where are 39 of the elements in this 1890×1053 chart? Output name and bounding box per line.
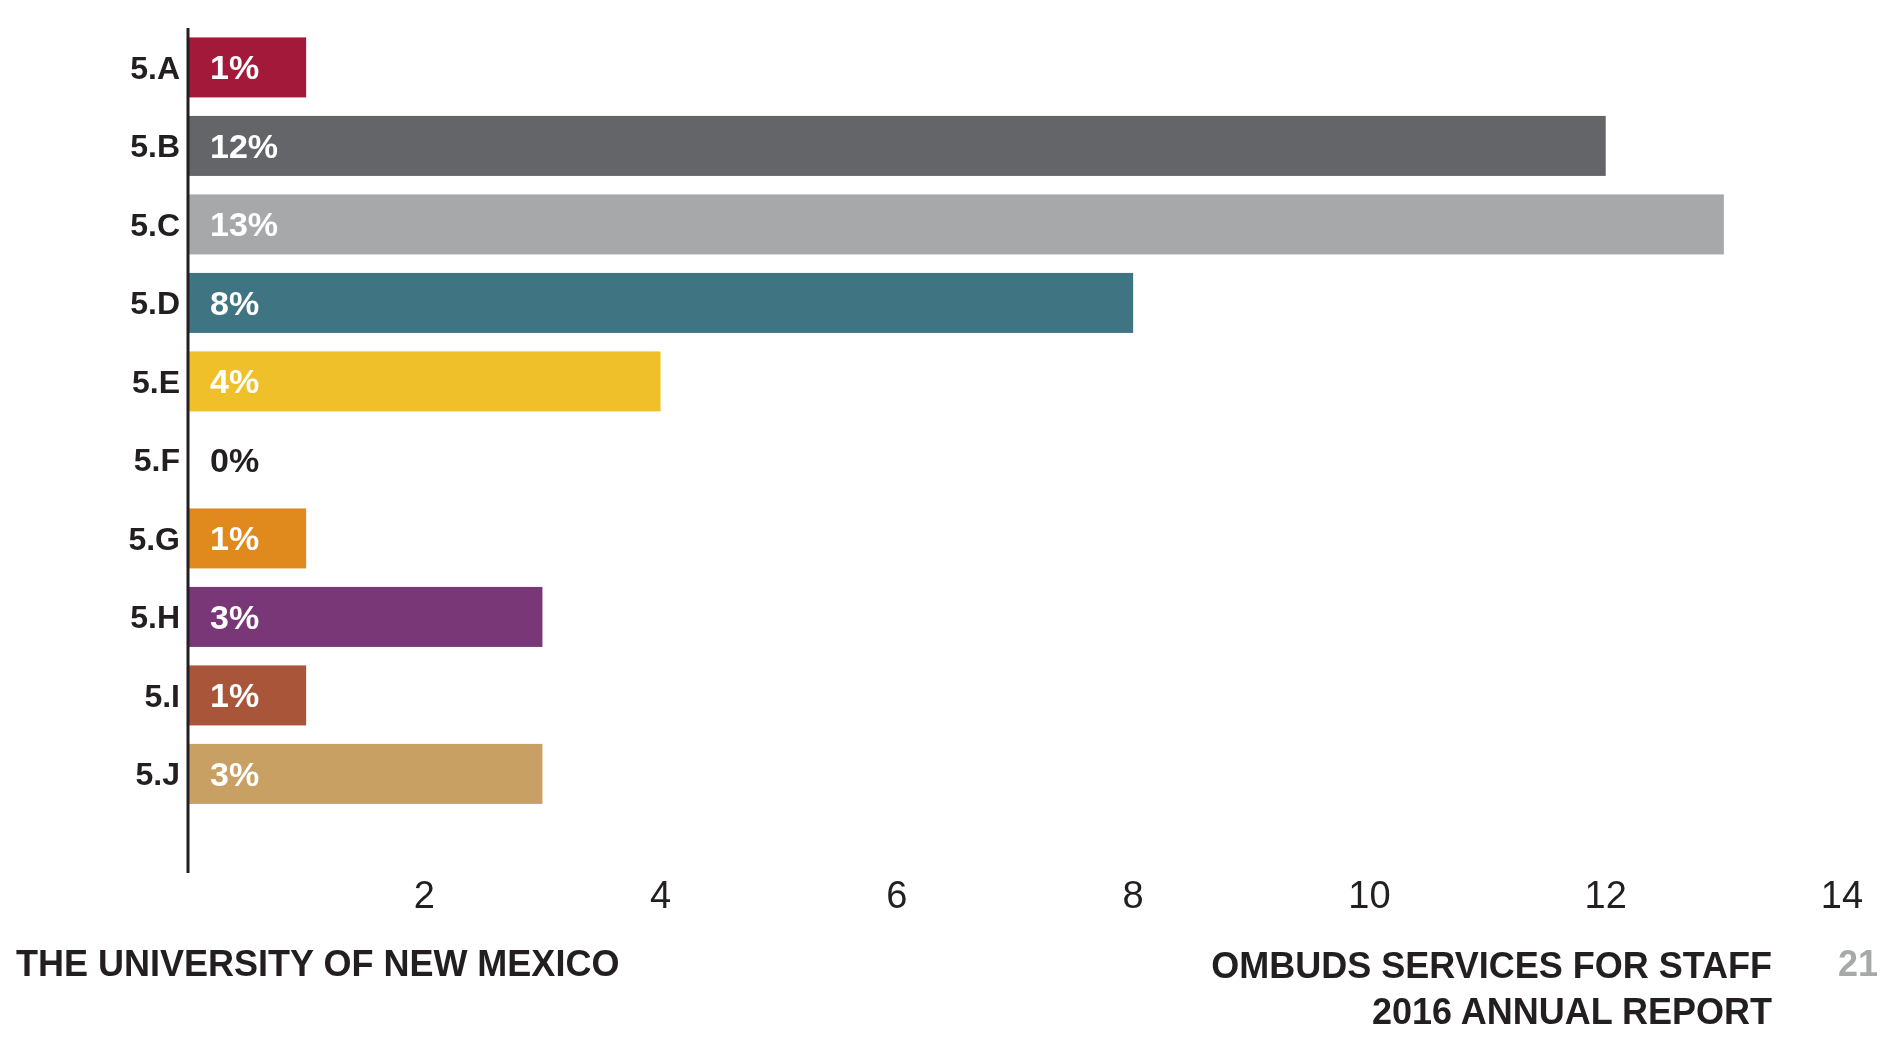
y-tick-label: 5.I [144,677,180,714]
bar [188,586,543,647]
y-tick-label: 5.C [130,206,180,243]
data-label: 0% [210,440,260,479]
bar [188,194,1724,255]
x-tick-label: 2 [413,873,435,916]
data-label: 3% [210,597,260,636]
y-tick-label: 5.E [131,363,180,400]
data-label: 4% [210,362,260,401]
data-label: 8% [210,283,260,322]
data-label: 13% [210,205,279,244]
text: OMBUDS SERVICES FOR STAFF 2016 ANNUAL REPORT [1211,944,1772,1034]
bar [188,665,307,726]
data-label: 1% [210,676,260,715]
bar [188,508,307,569]
x-tick-label: 8 [1122,873,1144,916]
y-tick-label: 5.H [130,599,180,636]
y-tick-label: 5.A [130,49,180,86]
bar [188,37,307,98]
x-tick-label: 12 [1584,873,1627,916]
y-tick-label: 5.B [130,128,180,165]
text: 21 [1837,943,1878,985]
data-label: 1% [210,48,260,87]
data-label: 3% [210,754,260,793]
bar [188,743,543,804]
x-tick-label: 4 [650,873,672,916]
y-tick-label: 5.D [130,285,180,322]
text: THE UNIVERSITY OF NEW MEXICO [16,943,620,985]
x-tick-label: 6 [886,873,908,916]
data-label: 12% [210,126,279,165]
x-tick-label: 14 [1820,873,1864,916]
x-tick-label: 10 [1348,873,1391,916]
bar [188,272,1134,333]
y-tick-label: 5.G [128,520,180,557]
y-tick-label: 5.J [135,756,180,793]
y-tick-label: 5.F [133,442,180,479]
bar [188,351,661,412]
bar [188,115,1606,176]
data-label: 1% [210,519,260,558]
